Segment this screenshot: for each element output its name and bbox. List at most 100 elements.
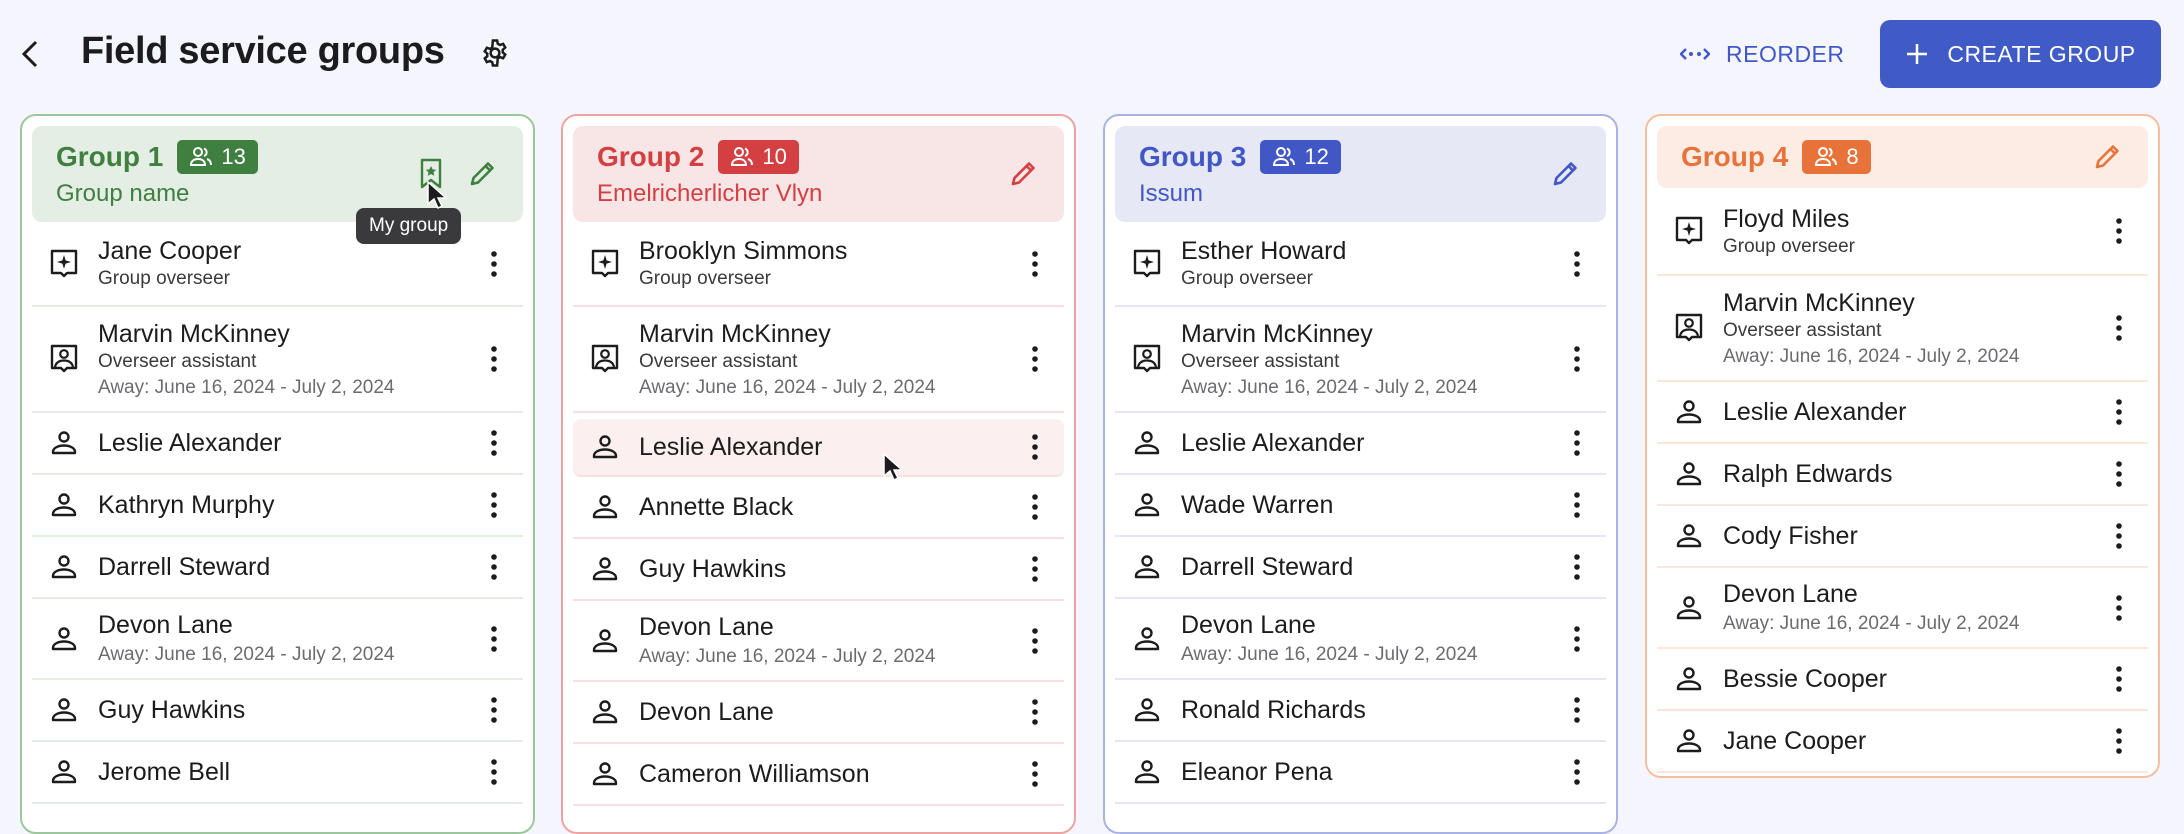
member-count-badge: 13 <box>177 140 258 174</box>
edit-pencil-icon[interactable] <box>2092 142 2122 172</box>
more-vertical-icon[interactable] <box>1020 339 1050 379</box>
more-vertical-icon[interactable] <box>479 547 509 587</box>
member-row[interactable]: Jane Cooper <box>1657 711 2148 773</box>
member-row[interactable]: Guy Hawkins <box>573 539 1064 601</box>
more-vertical-icon[interactable] <box>2104 659 2134 699</box>
person-icon <box>1131 623 1163 655</box>
mouse-cursor-icon <box>882 452 904 482</box>
member-row[interactable]: Esther Howard Group overseer <box>1115 222 1606 307</box>
member-row[interactable]: Eleanor Pena <box>1115 742 1606 804</box>
member-role: Group overseer <box>639 268 772 289</box>
member-name: Cody Fisher <box>1723 521 1858 550</box>
more-vertical-icon[interactable] <box>479 339 509 379</box>
member-row[interactable]: Floyd Miles Group overseer <box>1657 188 2148 276</box>
member-row[interactable]: Darrell Steward <box>32 537 523 599</box>
more-vertical-icon[interactable] <box>1562 619 1592 659</box>
more-vertical-icon[interactable] <box>1562 690 1592 730</box>
more-vertical-icon[interactable] <box>479 752 509 792</box>
member-row[interactable]: Cameron Williamson <box>573 744 1064 806</box>
more-vertical-icon[interactable] <box>2104 392 2134 432</box>
overseer-icon <box>48 248 80 280</box>
more-vertical-icon[interactable] <box>479 423 509 463</box>
member-row[interactable]: Leslie Alexander <box>1115 413 1606 475</box>
more-vertical-icon[interactable] <box>1562 547 1592 587</box>
more-vertical-icon[interactable] <box>2104 308 2134 348</box>
more-vertical-icon[interactable] <box>1020 621 1050 661</box>
more-vertical-icon[interactable] <box>2104 211 2134 251</box>
member-row[interactable]: Annette Black <box>573 477 1064 539</box>
more-vertical-icon[interactable] <box>2104 721 2134 761</box>
more-vertical-icon[interactable] <box>2104 454 2134 494</box>
member-name: Leslie Alexander <box>639 432 823 461</box>
reorder-button[interactable]: REORDER <box>1680 36 1845 72</box>
more-vertical-icon[interactable] <box>1020 487 1050 527</box>
member-row[interactable]: Jerome Bell <box>32 742 523 804</box>
group-name: Group name <box>56 180 190 207</box>
member-row[interactable]: Devon Lane Away: June 16, 2024 - July 2,… <box>573 601 1064 682</box>
more-vertical-icon[interactable] <box>2104 588 2134 628</box>
member-row[interactable]: Wade Warren <box>1115 475 1606 537</box>
person-icon <box>1673 663 1705 695</box>
member-role: Overseer assistant <box>1181 350 1340 372</box>
more-vertical-icon[interactable] <box>1562 752 1592 792</box>
person-icon <box>48 694 80 726</box>
member-row[interactable]: Jane Cooper Group overseer <box>32 222 523 307</box>
more-vertical-icon[interactable] <box>1562 423 1592 463</box>
member-row[interactable]: Devon Lane Away: June 16, 2024 - July 2,… <box>1657 568 2148 649</box>
more-vertical-icon[interactable] <box>479 619 509 659</box>
member-row[interactable]: Marvin McKinney Overseer assistant Away:… <box>1657 276 2148 382</box>
more-vertical-icon[interactable] <box>2104 516 2134 556</box>
more-vertical-icon[interactable] <box>1562 244 1592 284</box>
member-row[interactable]: Marvin McKinney Overseer assistant Away:… <box>1115 307 1606 413</box>
member-count-badge: 12 <box>1260 140 1341 174</box>
gear-icon[interactable] <box>480 38 510 68</box>
member-row[interactable]: Devon Lane Away: June 16, 2024 - July 2,… <box>32 599 523 680</box>
more-vertical-icon[interactable] <box>1020 427 1050 467</box>
member-row[interactable]: Marvin McKinney Overseer assistant Away:… <box>32 307 523 413</box>
member-row[interactable]: Brooklyn Simmons Group overseer <box>573 222 1064 307</box>
member-name: Brooklyn Simmons <box>639 237 848 265</box>
person-icon <box>1673 520 1705 552</box>
more-vertical-icon[interactable] <box>479 690 509 730</box>
more-vertical-icon[interactable] <box>479 485 509 525</box>
edit-pencil-icon[interactable] <box>467 159 497 189</box>
overseer-icon <box>589 248 621 280</box>
edit-pencil-icon[interactable] <box>1550 159 1580 189</box>
member-row[interactable]: Leslie Alexander <box>1657 382 2148 444</box>
member-row[interactable]: Guy Hawkins <box>32 680 523 742</box>
create-group-button[interactable]: CREATE GROUP <box>1880 20 2161 88</box>
member-row[interactable]: Bessie Cooper <box>1657 649 2148 711</box>
member-count: 13 <box>221 144 246 169</box>
person-icon <box>1131 427 1163 459</box>
member-role: Group overseer <box>98 268 231 289</box>
member-row[interactable]: Devon Lane <box>573 682 1064 744</box>
my-group-bookmark-icon[interactable] <box>419 158 443 190</box>
member-row[interactable]: Marvin McKinney Overseer assistant Away:… <box>573 307 1064 413</box>
more-vertical-icon[interactable] <box>1562 339 1592 379</box>
my-group-tooltip: My group <box>356 208 462 244</box>
member-row[interactable]: Kathryn Murphy <box>32 475 523 537</box>
page-title: Field service groups <box>81 30 445 72</box>
person-icon <box>1131 756 1163 788</box>
person-icon <box>589 431 621 463</box>
member-row[interactable]: Cody Fisher <box>1657 506 2148 568</box>
member-row[interactable]: Devon Lane Away: June 16, 2024 - July 2,… <box>1115 599 1606 680</box>
more-vertical-icon[interactable] <box>1020 549 1050 589</box>
member-row[interactable]: Leslie Alexander <box>32 413 523 475</box>
member-row[interactable]: Leslie Alexander <box>573 419 1064 477</box>
more-vertical-icon[interactable] <box>479 244 509 284</box>
member-name: Devon Lane <box>98 611 233 639</box>
back-chevron-icon[interactable] <box>14 36 46 72</box>
more-vertical-icon[interactable] <box>1020 754 1050 794</box>
more-vertical-icon[interactable] <box>1020 692 1050 732</box>
overseer-icon <box>1131 248 1163 280</box>
member-row[interactable]: Darrell Steward <box>1115 537 1606 599</box>
person-icon <box>589 491 621 523</box>
member-name: Marvin McKinney <box>1723 288 1915 317</box>
member-row[interactable]: Ralph Edwards <box>1657 444 2148 506</box>
more-vertical-icon[interactable] <box>1020 244 1050 284</box>
group-header: Group 1 13 Group name <box>32 126 523 222</box>
more-vertical-icon[interactable] <box>1562 485 1592 525</box>
member-row[interactable]: Ronald Richards <box>1115 680 1606 742</box>
edit-pencil-icon[interactable] <box>1008 159 1038 189</box>
